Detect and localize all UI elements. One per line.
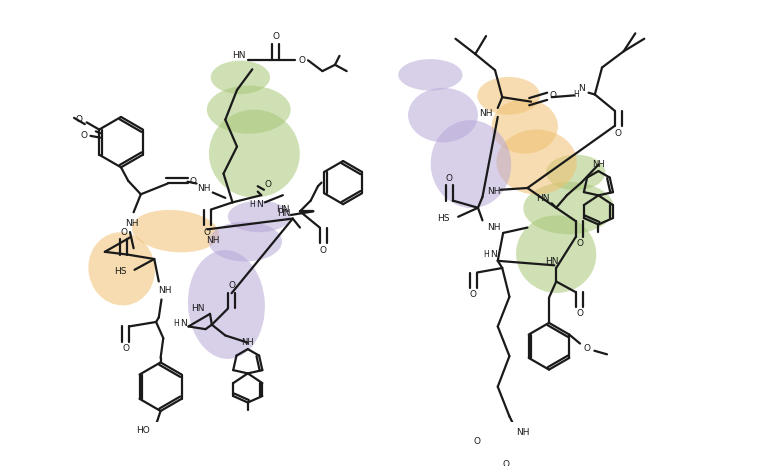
Text: HN: HN [276, 205, 290, 214]
Text: NH: NH [479, 109, 493, 118]
Text: NH: NH [516, 428, 530, 437]
Ellipse shape [209, 110, 300, 198]
Ellipse shape [207, 86, 291, 134]
Text: HO: HO [136, 426, 150, 435]
Text: O: O [550, 91, 557, 100]
Text: HN: HN [536, 194, 549, 203]
Text: O: O [122, 344, 129, 353]
Text: O: O [204, 227, 211, 237]
Ellipse shape [228, 201, 291, 232]
Text: O: O [265, 180, 272, 189]
Text: NH: NH [592, 160, 605, 169]
Ellipse shape [497, 130, 577, 194]
Text: O: O [298, 56, 305, 65]
Text: O: O [272, 33, 279, 41]
Text: N: N [490, 250, 497, 259]
Ellipse shape [211, 61, 270, 94]
Ellipse shape [188, 250, 265, 359]
Text: HN: HN [191, 304, 204, 313]
Ellipse shape [208, 222, 282, 261]
Text: O: O [584, 343, 591, 353]
Text: O: O [120, 227, 127, 237]
Text: HS: HS [437, 214, 450, 223]
Text: NH: NH [487, 187, 501, 196]
Text: H: H [483, 250, 489, 259]
Text: O: O [190, 177, 197, 186]
Text: O: O [576, 309, 583, 318]
Text: O: O [615, 129, 622, 137]
Ellipse shape [430, 120, 511, 208]
Text: HN: HN [232, 51, 246, 60]
Text: HN: HN [545, 257, 559, 266]
Text: NH: NH [242, 338, 254, 347]
Text: NH: NH [125, 219, 138, 227]
Ellipse shape [89, 232, 155, 305]
Text: O: O [81, 131, 88, 140]
Text: O: O [503, 460, 510, 466]
Text: N: N [578, 84, 585, 93]
Ellipse shape [408, 88, 478, 142]
Text: H: H [173, 319, 179, 328]
Text: O: O [320, 246, 327, 254]
Text: O: O [470, 290, 477, 300]
Ellipse shape [399, 59, 462, 90]
Text: HS: HS [114, 267, 127, 276]
Text: O: O [228, 281, 235, 290]
Ellipse shape [132, 210, 219, 252]
Text: O: O [76, 115, 83, 124]
Ellipse shape [477, 77, 540, 115]
Text: N: N [179, 319, 186, 328]
Text: O: O [576, 239, 583, 248]
Text: N: N [256, 199, 263, 209]
Text: NH: NH [159, 286, 172, 295]
Text: O: O [473, 437, 480, 446]
Text: NH: NH [206, 236, 219, 245]
Text: NH: NH [487, 223, 501, 232]
Text: H: H [249, 199, 255, 209]
Text: NH: NH [197, 185, 211, 193]
Text: HN: HN [277, 209, 291, 218]
Text: H: H [573, 90, 579, 99]
Ellipse shape [524, 182, 614, 234]
Text: O: O [446, 174, 453, 183]
Ellipse shape [516, 215, 596, 293]
Ellipse shape [546, 155, 605, 190]
Ellipse shape [492, 99, 558, 154]
